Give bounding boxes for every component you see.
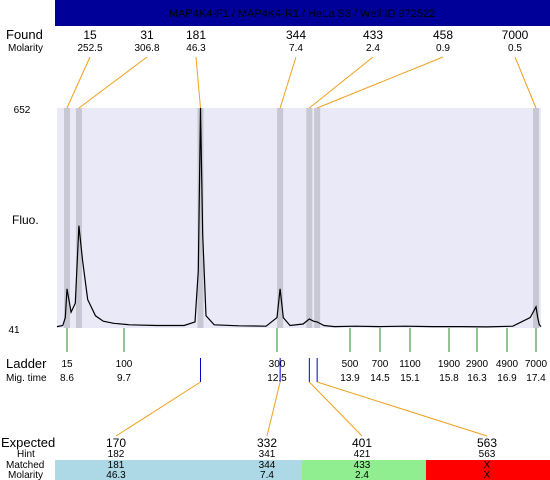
ladder-time: 15.1	[400, 373, 420, 384]
ladder-time: 16.9	[497, 373, 517, 384]
fluorescence-trace	[56, 107, 542, 328]
hint-label: Hint	[17, 449, 35, 460]
matched-size: 344	[259, 460, 276, 471]
plot-area	[57, 108, 541, 328]
matched-size: X	[484, 460, 491, 471]
header-bar	[55, 0, 550, 26]
match-cell	[55, 460, 178, 480]
expected-connector	[266, 381, 281, 437]
ladder-size: 300	[269, 359, 286, 370]
matched-molarity: 46.3	[106, 470, 126, 480]
matched-size: 181	[108, 460, 125, 471]
matched-molarity: 7.4	[260, 470, 274, 480]
hint-size: 341	[259, 449, 276, 460]
found-size: 7000	[502, 28, 529, 42]
expected-size: 170	[106, 436, 126, 450]
ladder-size: 1900	[438, 359, 461, 370]
found-size: 344	[286, 28, 306, 42]
found-size: 31	[140, 28, 154, 42]
y-tick-label: 41	[8, 325, 20, 336]
found-connector	[66, 56, 91, 109]
y-axis-label: Fluo.	[12, 213, 39, 227]
expected-connector	[316, 381, 488, 437]
found-size: 181	[186, 28, 206, 42]
peak-band	[314, 108, 321, 328]
matched-molarity: X	[484, 470, 491, 480]
match-cell	[178, 460, 302, 480]
found-connector	[195, 56, 201, 109]
ladder-time: 12.5	[267, 373, 287, 384]
hint-size: 421	[354, 449, 371, 460]
ladder-time: 8.6	[60, 373, 74, 384]
found-size: 458	[433, 28, 453, 42]
ladder-time: 14.5	[370, 373, 390, 384]
matched-label: Matched	[6, 460, 44, 471]
migration-time-label: Mig. time	[6, 373, 47, 384]
expected-molarity-label: Molarity	[8, 470, 43, 480]
expected-size: 332	[257, 436, 277, 450]
peak-band	[533, 108, 539, 328]
hint-size: 182	[108, 449, 125, 460]
found-connector	[309, 56, 374, 109]
peak-band	[277, 108, 284, 328]
found-connector	[514, 56, 537, 109]
ladder-time: 17.4	[526, 373, 546, 384]
match-cell	[426, 460, 550, 480]
peak-band	[75, 108, 82, 328]
ladder-size: 7000	[525, 359, 548, 370]
ladder-time: 15.8	[439, 373, 459, 384]
matched-molarity: 2.4	[355, 470, 369, 480]
found-connector	[78, 56, 148, 109]
peak-band	[306, 108, 313, 328]
ladder-time: 9.7	[117, 373, 131, 384]
match-cell	[302, 460, 426, 480]
ladder-size: 4900	[496, 359, 519, 370]
expected-connector	[115, 381, 201, 437]
expected-size: 401	[352, 436, 372, 450]
ladder-size: 1100	[399, 359, 421, 370]
matched-size: 433	[354, 460, 371, 471]
found-molarity: 7.4	[289, 43, 303, 54]
found-connector	[279, 56, 297, 109]
ladder-size: 700	[372, 359, 389, 370]
found-molarity: 306.8	[134, 43, 159, 54]
expected-label: Expected	[1, 435, 55, 450]
ladder-size: 500	[342, 359, 359, 370]
ladder-size: 100	[116, 359, 133, 370]
found-connector	[316, 56, 444, 109]
found-molarity: 2.4	[366, 43, 380, 54]
ladder-time: 13.9	[340, 373, 360, 384]
ladder-size: 2900	[466, 359, 489, 370]
found-molarity-label: Molarity	[8, 43, 43, 54]
found-molarity: 0.5	[508, 43, 522, 54]
found-molarity: 46.3	[186, 43, 206, 54]
hint-size: 563	[479, 449, 496, 460]
peak-band	[64, 108, 70, 328]
found-molarity: 0.9	[436, 43, 450, 54]
found-size: 433	[363, 28, 383, 42]
expected-size: 563	[477, 436, 497, 450]
found-molarity: 252.5	[77, 43, 102, 54]
y-tick-label: 652	[14, 105, 31, 116]
expected-connector	[308, 381, 363, 437]
ladder-label: Ladder	[6, 356, 47, 371]
peak-band	[197, 108, 204, 328]
found-label: Found	[6, 27, 43, 42]
found-size: 15	[83, 28, 97, 42]
ladder-time: 16.3	[467, 373, 487, 384]
header-title: MAP4K4-F1 / MAP4K4-R1 / HeLa S3 / Well I…	[169, 8, 435, 20]
ladder-size: 15	[61, 359, 73, 370]
